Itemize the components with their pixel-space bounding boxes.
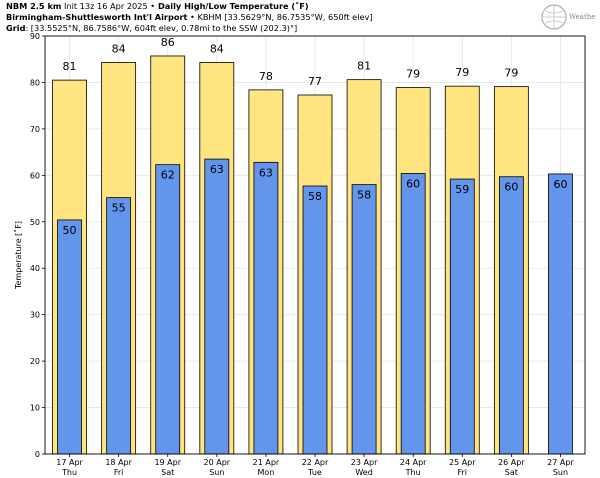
- x-tick-day: Tue: [307, 468, 322, 477]
- low-temp-bar: [498, 176, 524, 455]
- x-tick-date: 26 Apr: [498, 458, 525, 467]
- low-temp-label: 50: [63, 224, 77, 237]
- high-temp-label: 81: [357, 60, 371, 73]
- x-tick-day: Sun: [553, 468, 568, 477]
- x-tick-day: Fri: [114, 468, 124, 477]
- x-tick-day: Mon: [257, 468, 274, 477]
- low-temp-label: 62: [161, 169, 175, 182]
- x-tick-day: Sat: [161, 468, 174, 477]
- low-temp-bar: [400, 173, 426, 455]
- low-temp-label: 58: [308, 190, 322, 203]
- high-temp-label: 86: [161, 36, 175, 49]
- high-temp-label: 84: [210, 42, 224, 55]
- low-temp-bar: [351, 184, 377, 455]
- high-temp-label: 84: [112, 42, 126, 55]
- high-temp-label: 77: [308, 75, 322, 88]
- header-line-2: Birmingham-Shuttlesworth Int'l Airport •…: [6, 12, 373, 23]
- x-tick-date: 20 Apr: [204, 458, 231, 467]
- value-labels: 81 50 84 55 86 62 84 63 78 63 77 58 81 58 79 60 79 59 79 60…: [63, 36, 568, 237]
- x-tick-date: 22 Apr: [302, 458, 329, 467]
- y-tick-label: 40: [30, 264, 40, 273]
- low-temp-label: 60: [504, 181, 518, 194]
- y-tick-label: 50: [30, 218, 40, 227]
- weatherbell-logo: WeatherBELL: [541, 4, 596, 30]
- x-tick-date: 24 Apr: [400, 458, 427, 467]
- bars: [52, 55, 573, 455]
- low-temp-label: 55: [112, 202, 126, 215]
- low-temp-label: 58: [357, 189, 371, 202]
- x-tick-date: 25 Apr: [449, 458, 476, 467]
- plot-frame: [44, 35, 586, 455]
- x-tick-day: Thu: [405, 468, 421, 477]
- y-tick-label: 0: [35, 450, 40, 459]
- high-temp-label: 79: [406, 68, 420, 81]
- low-temp-bar: [302, 185, 328, 455]
- x-tick-day: Wed: [355, 468, 372, 477]
- low-temp-label: 60: [406, 177, 420, 190]
- chart-title: Daily High/Low Temperature (˚F): [155, 1, 309, 11]
- low-temp-label: 63: [259, 166, 273, 179]
- grid-details: : [33.5525°N, 86.7586°W, 604ft elev, 0.7…: [25, 23, 298, 33]
- x-tick-date: 27 Apr: [547, 458, 574, 467]
- low-temp-bar: [155, 164, 181, 455]
- x-tick-day: Thu: [61, 468, 77, 477]
- low-temp-bar: [253, 161, 279, 455]
- low-temp-label: 59: [455, 183, 469, 196]
- separator: •: [187, 12, 195, 22]
- y-tick-label: 30: [30, 311, 40, 320]
- x-tick-date: 23 Apr: [351, 458, 378, 467]
- init-time: Init 13z 16 Apr 2025: [61, 1, 151, 11]
- high-temp-label: 78: [259, 70, 273, 83]
- high-temp-label: 81: [63, 60, 77, 73]
- header-line-1: NBM 2.5 km Init 13z 16 Apr 2025 • Daily …: [6, 1, 373, 12]
- low-temp-label: 63: [210, 163, 224, 176]
- y-tick-label: 60: [30, 171, 40, 180]
- chart-header: NBM 2.5 km Init 13z 16 Apr 2025 • Daily …: [6, 1, 373, 34]
- logo-text: WeatherBELL: [569, 13, 596, 21]
- station-details: KBHM [33.5629°N, 86.7535°W, 650ft elev]: [194, 12, 373, 22]
- y-axis-label: Temperature [˚F]: [13, 221, 23, 290]
- x-tick-day: Sat: [505, 468, 518, 477]
- low-temp-bar: [57, 219, 82, 455]
- high-temp-label: 79: [504, 67, 518, 80]
- low-temp-bar: [204, 158, 230, 455]
- low-temp-label: 60: [553, 178, 567, 191]
- high-temp-label: 79: [455, 66, 469, 79]
- model-name: NBM 2.5 km: [6, 1, 62, 11]
- low-temp-bar: [548, 173, 573, 455]
- x-tick-date: 17 Apr: [56, 458, 83, 467]
- y-tick-label: 70: [30, 125, 40, 134]
- y-tick-label: 20: [30, 357, 40, 366]
- x-tick-date: 21 Apr: [253, 458, 280, 467]
- x-tick-day: Fri: [458, 468, 468, 477]
- y-tick-label: 80: [30, 78, 40, 87]
- y-tick-label: 10: [30, 404, 40, 413]
- grid-label: Grid: [6, 23, 26, 33]
- low-temp-bar: [106, 197, 132, 455]
- x-tick-day: Sun: [209, 468, 224, 477]
- x-tick-date: 19 Apr: [154, 458, 181, 467]
- separator: •: [150, 1, 156, 11]
- x-tick-date: 18 Apr: [105, 458, 132, 467]
- low-temp-bar: [449, 178, 475, 455]
- header-line-3: Grid: [33.5525°N, 86.7586°W, 604ft elev,…: [6, 23, 373, 34]
- y-tick-label: 90: [30, 32, 40, 41]
- station-name: Birmingham-Shuttlesworth Int'l Airport: [6, 12, 188, 22]
